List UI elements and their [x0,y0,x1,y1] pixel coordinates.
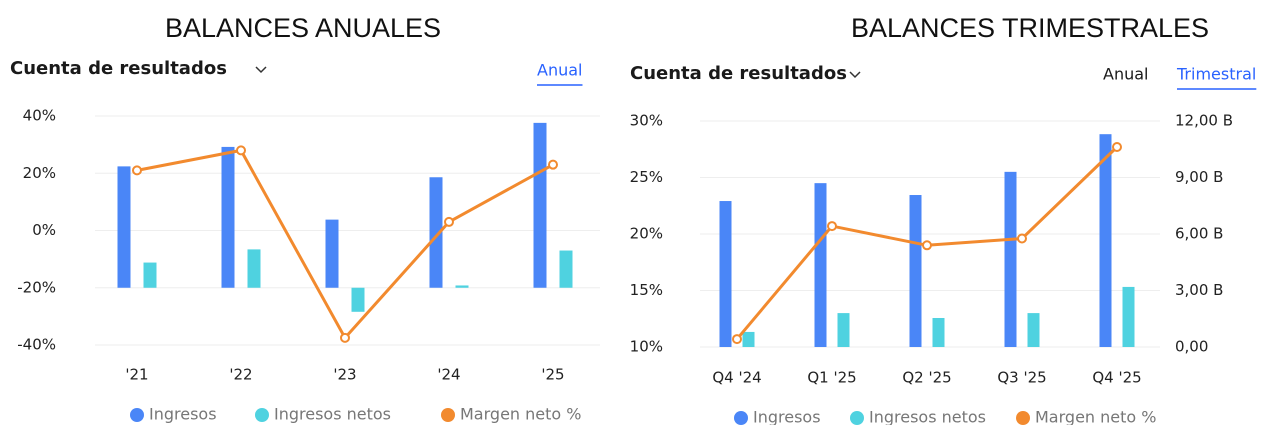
line-marker [340,332,350,343]
y-tick-label: 30% [630,112,663,130]
line-marker [922,240,932,251]
heading: BALANCES TRIMESTRALES [851,13,1209,43]
bar [455,285,469,288]
legend-swatch [734,411,748,425]
line-marker [827,221,837,232]
x-tick-label: Q1 '25 [807,369,856,387]
bar [351,287,365,312]
y2-tick-label: 12,00 B [1175,112,1233,130]
bar [117,166,131,288]
legend-label: Ingresos [753,408,821,425]
line [136,148,554,341]
legend-swatch [1016,411,1030,425]
y-tick-label: 25% [630,168,663,186]
y2-tick-label: 0,00 [1175,338,1208,356]
bar [909,195,922,347]
x-tick-label: '25 [541,366,564,384]
line-marker [132,165,142,176]
line-marker [548,159,558,170]
legend-label: Margen neto % [1035,408,1156,425]
legend-swatch [850,411,864,425]
legend-swatch [255,408,269,422]
y-tick-label: -40% [17,336,56,354]
bar [1122,286,1135,347]
line-marker [1017,233,1027,244]
bar [1099,134,1112,347]
y-tick-label: 40% [23,107,56,125]
bar [533,122,547,288]
y2-tick-label: 9,00 B [1175,168,1223,186]
legend-label: Margen neto % [460,405,581,424]
y2-tick-label: 3,00 B [1175,281,1223,299]
x-tick-label: '21 [125,366,148,384]
y-tick-label: 0% [32,221,56,239]
x-tick-label: '23 [333,366,356,384]
bar [814,183,827,347]
bar [429,177,443,288]
bar [221,146,235,288]
line-marker [236,145,246,156]
tab[interactable]: Anual [1103,65,1148,84]
x-tick-label: '22 [229,366,252,384]
heading: BALANCES ANUALES [165,13,441,43]
bar [837,313,850,347]
y-tick-label: 20% [630,225,663,243]
x-tick-label: Q2 '25 [902,369,951,387]
tab[interactable]: Anual [537,61,582,80]
bar [559,250,573,288]
bar [932,317,945,347]
bar [247,249,261,288]
y2-tick-label: 6,00 B [1175,225,1223,243]
chevron[interactable] [255,66,267,74]
x-tick-label: Q3 '25 [997,369,1046,387]
legend-label: Ingresos netos [869,408,986,425]
y-tick-label: 10% [630,338,663,356]
chevron[interactable] [849,71,861,79]
x-tick-label: '24 [437,366,460,384]
bar [1004,171,1017,347]
chart-title[interactable]: Cuenta de resultados [10,58,227,79]
chart-title[interactable]: Cuenta de resultados [630,63,847,84]
y-tick-label: -20% [17,278,56,296]
bar [742,331,755,347]
x-tick-label: Q4 '24 [712,369,761,387]
tab[interactable]: Trimestral [1176,65,1256,84]
line-marker [1112,141,1122,152]
legend-label: Ingresos netos [274,405,391,424]
legend-swatch [441,408,455,422]
legend-swatch [130,408,144,422]
line-marker [444,216,454,227]
y-tick-label: 15% [630,281,663,299]
bar [143,262,157,288]
line-marker [732,334,742,345]
bar [719,201,732,347]
bar [325,219,339,288]
y-tick-label: 20% [23,164,56,182]
x-tick-label: Q4 '25 [1092,369,1141,387]
bar [1027,313,1040,347]
legend-label: Ingresos [149,405,217,424]
